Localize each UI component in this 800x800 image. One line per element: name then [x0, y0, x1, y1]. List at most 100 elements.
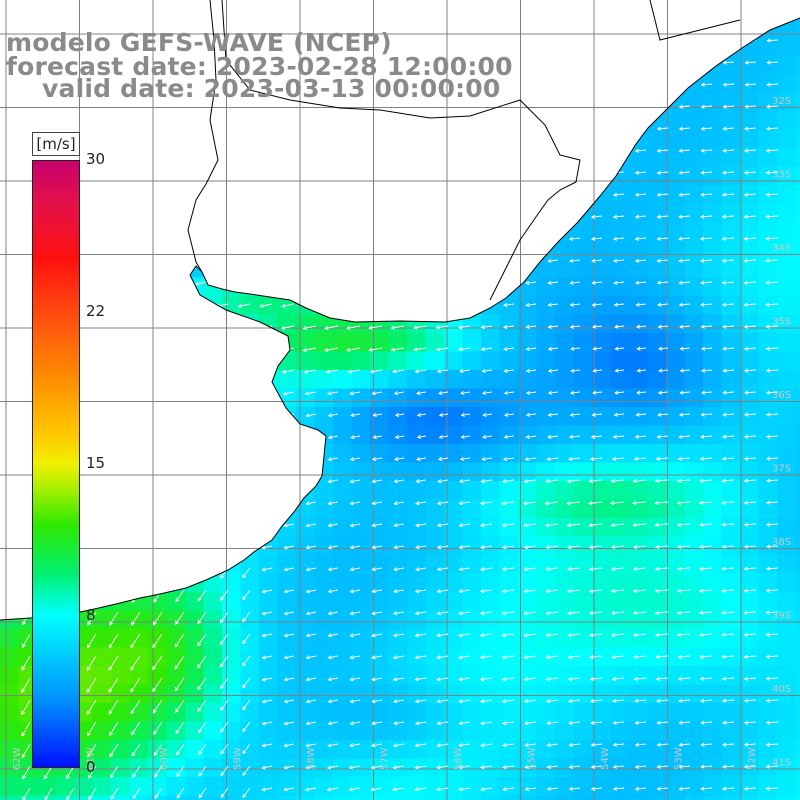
field-cell [647, 92, 667, 112]
field-cell [610, 92, 630, 112]
wind-arrow [152, 237, 163, 242]
field-cell [740, 462, 760, 482]
wind-arrow [151, 457, 163, 462]
field-cell [277, 721, 297, 741]
wind-arrow [610, 544, 625, 550]
wind-arrow [349, 479, 361, 484]
field-cell [296, 536, 316, 556]
wind-arrow [634, 170, 647, 175]
field-cell [703, 444, 723, 464]
field-cell [740, 444, 760, 464]
field-cell [610, 703, 630, 723]
field-cell [610, 721, 630, 741]
wind-arrow [524, 456, 537, 462]
wind-arrow [20, 501, 31, 506]
wind-arrow [107, 127, 119, 132]
field-cell [55, 18, 75, 20]
wind-arrow [283, 193, 295, 198]
field-cell [388, 277, 408, 297]
field-cell [111, 148, 131, 168]
field-cell [518, 592, 538, 612]
field-cell [481, 222, 501, 242]
wind-arrow [261, 215, 273, 220]
field-cell [351, 240, 371, 260]
wind-arrow [371, 567, 383, 572]
field-cell [647, 148, 667, 168]
wind-arrow [743, 390, 757, 395]
wind-arrow [567, 676, 581, 682]
wind-arrow [129, 369, 141, 374]
field-cell [166, 240, 186, 260]
field-cell [296, 240, 316, 260]
wind-arrow [698, 588, 713, 593]
field-cell [481, 148, 501, 168]
wind-arrow [238, 501, 251, 506]
field-cell [610, 629, 630, 649]
field-cell [351, 666, 371, 686]
wind-arrow [612, 82, 625, 87]
field-cell [703, 166, 723, 186]
field-cell [333, 351, 353, 371]
wind-arrow [700, 346, 713, 351]
field-cell [92, 333, 112, 353]
field-cell [795, 425, 800, 445]
wind-arrow [676, 566, 691, 571]
field-cell [573, 259, 593, 279]
field-cell [425, 185, 445, 205]
field-cell [740, 74, 760, 94]
wind-arrow [546, 236, 559, 242]
field-cell [555, 592, 575, 612]
wind-arrow [23, 567, 31, 580]
wind-arrow [590, 214, 603, 219]
wind-arrow [239, 193, 251, 198]
field-cell [222, 481, 242, 501]
field-cell [351, 592, 371, 612]
field-cell [259, 222, 279, 242]
field-cell [0, 518, 20, 538]
field-cell [684, 684, 704, 704]
field-cell [684, 388, 704, 408]
wind-arrow [304, 193, 317, 198]
field-cell [666, 55, 686, 75]
field-cell [555, 388, 575, 408]
field-cell [370, 370, 390, 390]
field-cell [185, 536, 205, 556]
field-cell [721, 629, 741, 649]
lon-label: 59W [233, 747, 244, 770]
field-cell [425, 240, 445, 260]
wind-arrow [656, 698, 669, 703]
field-cell [296, 666, 316, 686]
field-cell [536, 129, 556, 149]
field-cell [758, 370, 778, 390]
field-cell [647, 407, 667, 427]
wind-arrow [480, 325, 493, 330]
field-cell [296, 795, 316, 800]
field-cell [666, 592, 686, 612]
field-cell [351, 18, 371, 20]
field-cell [795, 629, 800, 649]
field-cell [610, 592, 630, 612]
wind-arrow [106, 545, 119, 551]
wind-arrow [239, 127, 251, 132]
field-cell [129, 536, 149, 556]
wind-arrow [479, 523, 493, 528]
field-cell [629, 666, 649, 686]
field-cell [74, 111, 94, 131]
wind-arrow [414, 369, 427, 374]
wind-arrow [392, 611, 405, 616]
field-cell [703, 351, 723, 371]
field-cell [610, 222, 630, 242]
lat-label: 33S [772, 170, 791, 181]
wind-arrow [657, 324, 669, 329]
wind-arrow [567, 38, 581, 44]
field-cell [222, 129, 242, 149]
wind-arrow [390, 325, 405, 330]
wind-arrow [524, 236, 537, 242]
field-cell [555, 314, 575, 334]
field-cell [647, 499, 667, 519]
wind-arrow [197, 633, 207, 647]
wind-arrow [591, 280, 603, 285]
field-cell [795, 388, 800, 408]
wind-arrow [304, 787, 317, 792]
field-cell [518, 610, 538, 630]
